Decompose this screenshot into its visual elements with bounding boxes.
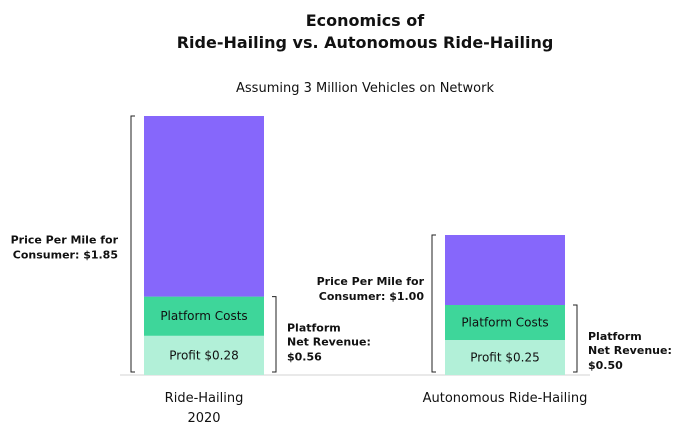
net-revenue-line2-0: Net Revenue:	[287, 336, 371, 349]
price-annotation-line2-0: Consumer: $1.85	[13, 249, 118, 262]
net-revenue-line3-1: $0.50	[588, 359, 623, 372]
price-annotation-line2-1: Consumer: $1.00	[319, 290, 425, 303]
segment-label-profit-1: Profit $0.25	[470, 351, 539, 365]
chart-title-line2: Ride-Hailing vs. Autonomous Ride-Hailing	[177, 33, 554, 52]
segment-label-platform_costs-1: Platform Costs	[461, 316, 548, 330]
category-label-1: Autonomous Ride-Hailing	[423, 391, 588, 406]
net-revenue-line2-1: Net Revenue:	[588, 344, 672, 357]
bar-profit-1	[445, 340, 565, 375]
bar-platform_costs-0	[144, 296, 264, 336]
bars-group	[144, 116, 565, 375]
braces-group	[130, 115, 578, 373]
segment-label-profit-0: Profit $0.28	[169, 348, 238, 362]
net-revenue-line1-0: Platform	[287, 322, 341, 335]
bar-remainder-0	[144, 116, 264, 297]
net-revenue-line1-1: Platform	[588, 330, 642, 343]
price-brace-0	[130, 115, 135, 373]
net-revenue-brace-0	[272, 296, 277, 373]
bar-remainder-1	[445, 235, 565, 305]
price-annotation-line1-1: Price Per Mile for	[317, 275, 425, 288]
price-annotation-line1-0: Price Per Mile for	[11, 234, 119, 247]
chart-title-line1: Economics of	[306, 11, 426, 30]
category-label-0: Ride-Hailing	[165, 391, 244, 406]
net-revenue-brace-1	[573, 304, 578, 373]
bar-profit-0	[144, 335, 264, 375]
chart-subtitle: Assuming 3 Million Vehicles on Network	[236, 81, 494, 96]
price-brace-1	[431, 234, 436, 373]
bar-platform_costs-1	[445, 305, 565, 340]
net-revenue-line3-0: $0.56	[287, 351, 322, 364]
segment-label-platform_costs-0: Platform Costs	[160, 309, 247, 323]
category-label-line2-0: 2020	[187, 411, 220, 426]
labels-group: Profit $0.28 Platform Costs Ride-Hailing 20…	[11, 234, 672, 427]
